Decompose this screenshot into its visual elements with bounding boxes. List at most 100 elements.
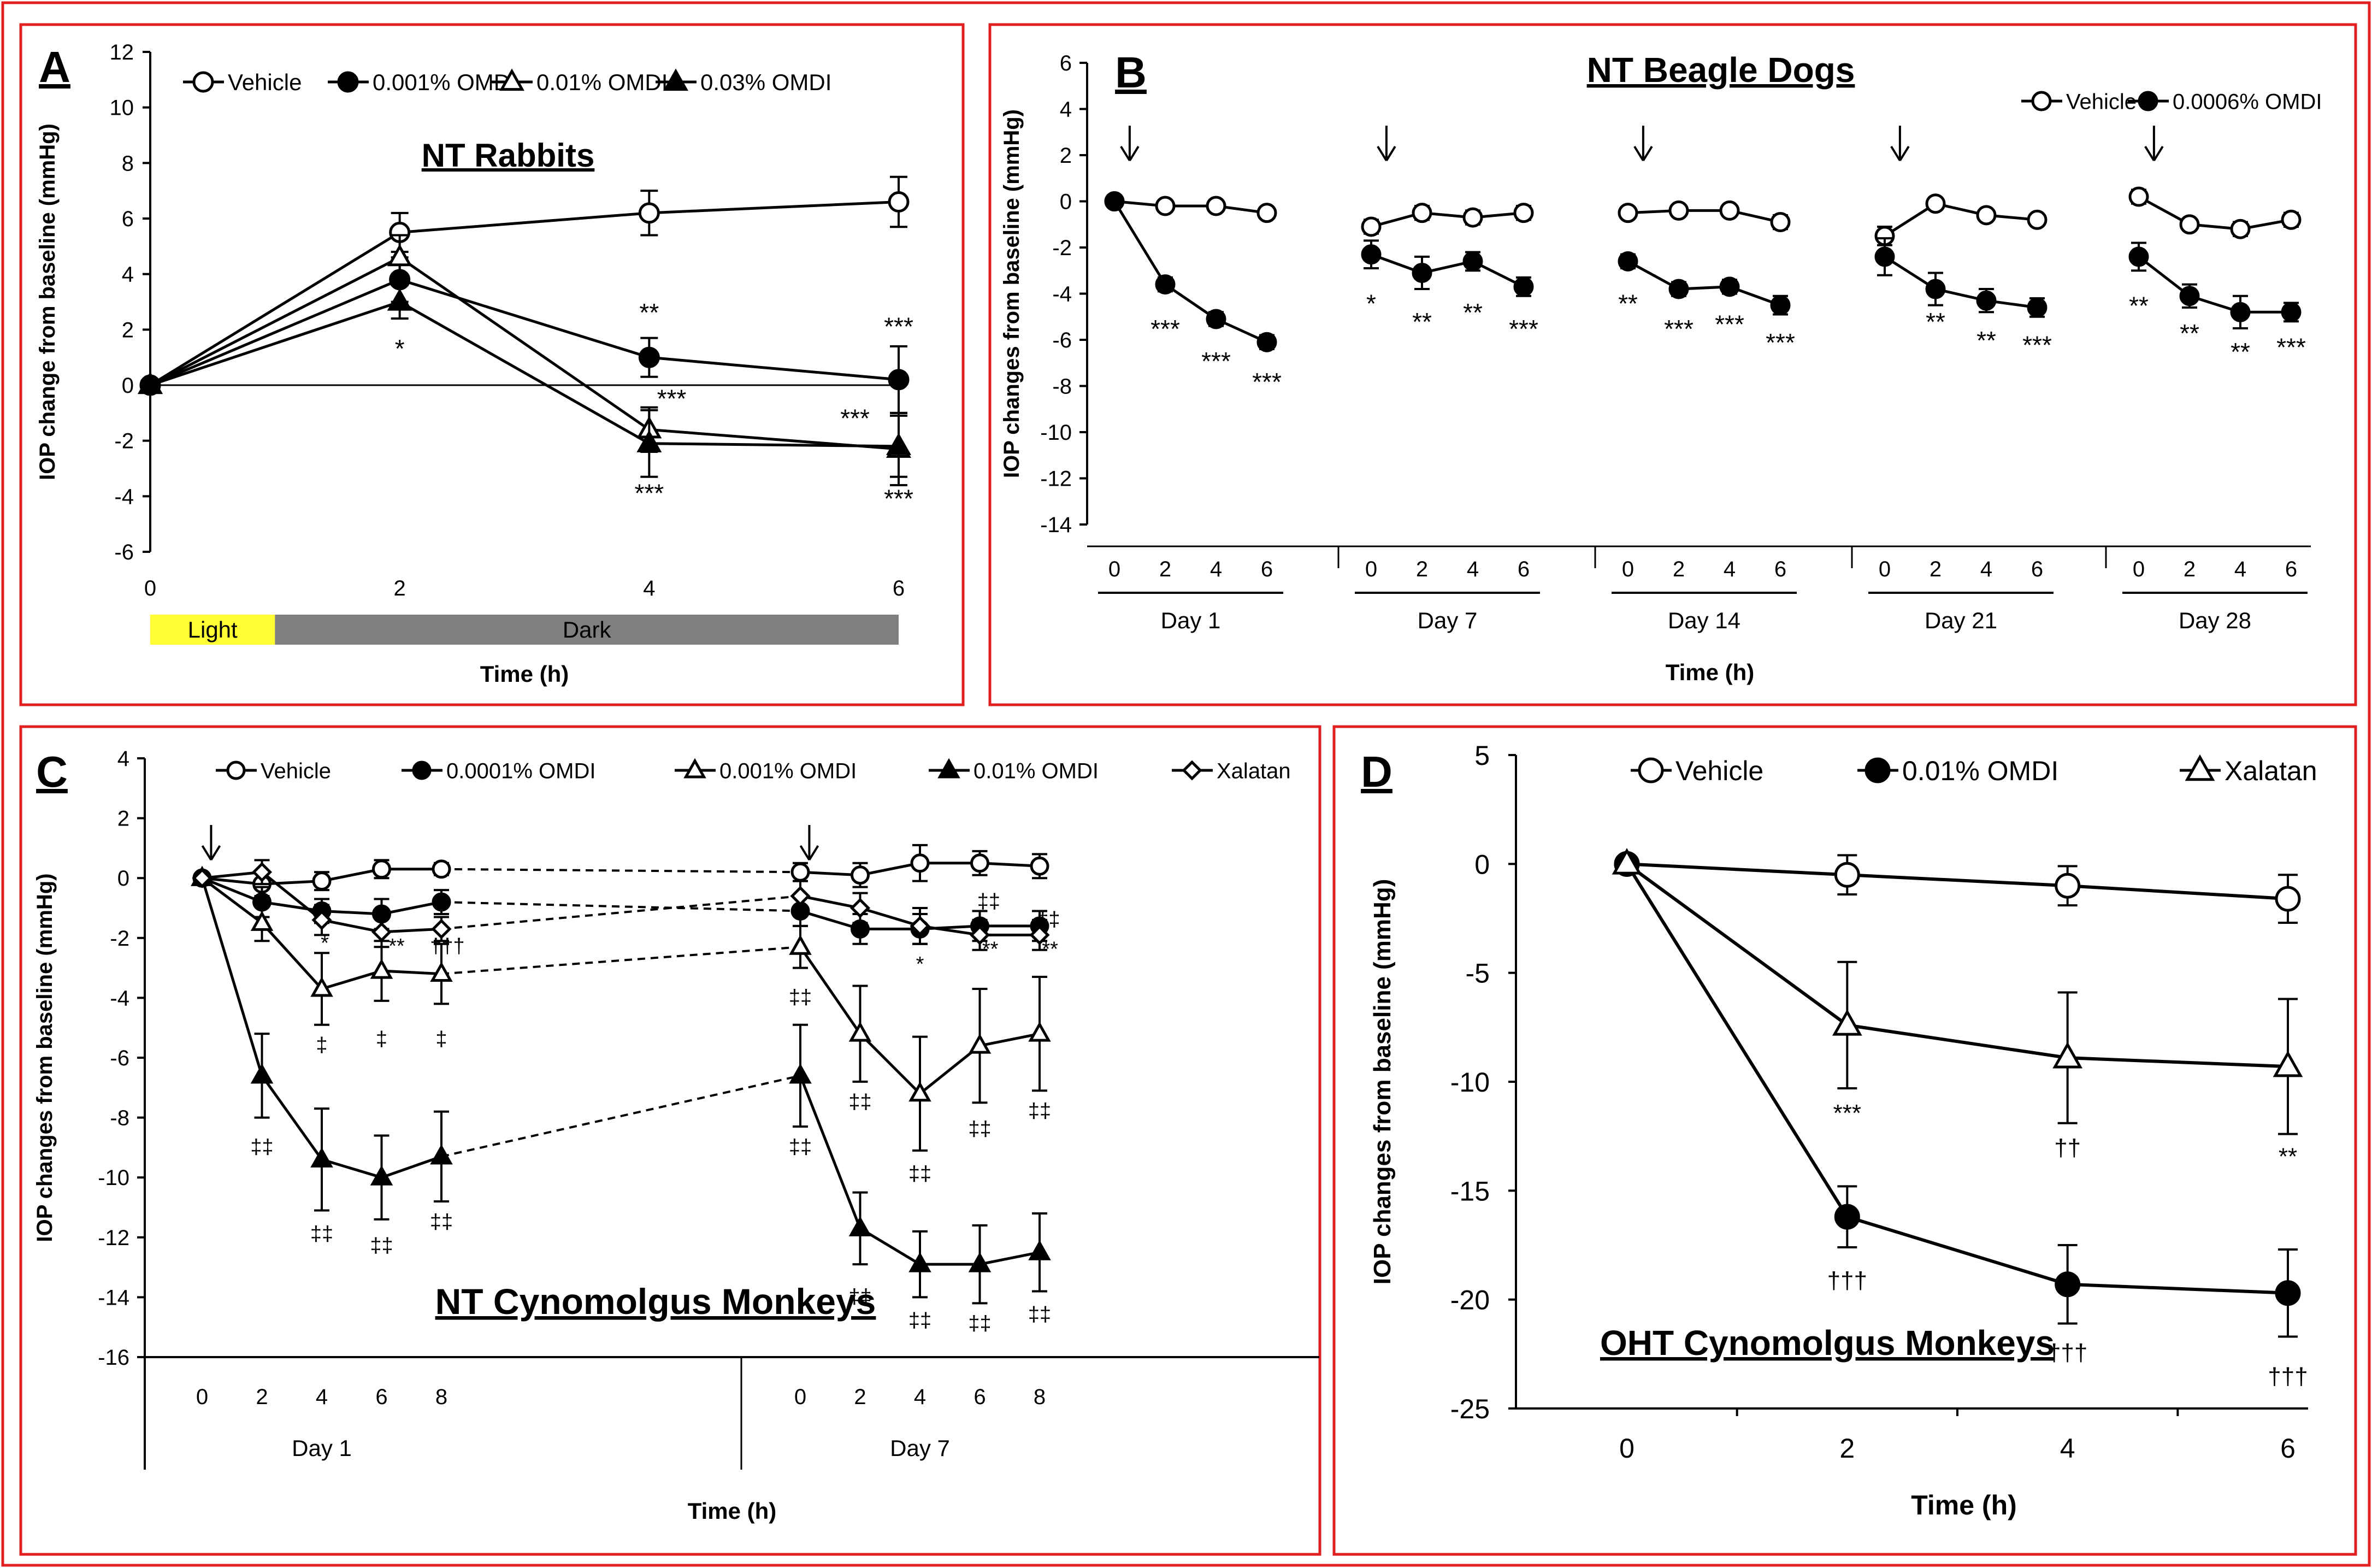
- significance-mark: †††: [1827, 1268, 1867, 1294]
- group-label: Day 7: [890, 1435, 950, 1461]
- data-point: [1832, 1009, 1862, 1036]
- significance-mark: ***: [1833, 1100, 1861, 1127]
- chart-title: NT Beagle Dogs: [1587, 50, 1855, 90]
- y-axis-label: IOP change from baseline (mmHg): [36, 123, 60, 480]
- legend-item: Vehicle: [1631, 756, 1763, 786]
- data-point: [1976, 205, 1997, 226]
- y-tick-label: -4: [110, 986, 129, 1010]
- x-tick-label: 4: [2234, 557, 2246, 581]
- x-tick-label: 2: [1673, 557, 1685, 581]
- x-tick-label: 2: [854, 1385, 866, 1409]
- y-tick-label: -25: [1450, 1394, 1490, 1424]
- legend-item: Vehicle: [2021, 90, 2137, 114]
- series-2: [191, 865, 1051, 1152]
- light-bar-label: Light: [188, 617, 238, 642]
- data-point: [1976, 290, 1997, 311]
- x-tick-label: 6: [1261, 557, 1273, 581]
- x-tick-label: 4: [914, 1385, 926, 1409]
- legend-marker-triangle-open: [499, 68, 524, 91]
- significance-mark: ‡‡: [908, 1163, 931, 1186]
- significance-mark: ***: [1252, 368, 1282, 396]
- series-1: [139, 256, 910, 414]
- y-tick-label: -10: [98, 1166, 129, 1190]
- significance-mark: ***: [1766, 328, 1795, 357]
- dosing-arrow-head: [1377, 145, 1388, 162]
- data-point: [1668, 200, 1689, 221]
- dosing-arrow-head: [808, 845, 819, 861]
- data-point: [848, 1021, 872, 1042]
- y-tick-label: 4: [1060, 98, 1072, 122]
- data-point: [790, 886, 811, 906]
- dosing-arrow-head: [1120, 145, 1131, 162]
- chart-title: NT Rabbits: [422, 137, 595, 174]
- legend-marker-diamond-open: [1182, 760, 1202, 781]
- dosing-arrow-head: [2153, 145, 2164, 162]
- significance-mark: **: [1412, 308, 1432, 336]
- data-point: [1668, 279, 1689, 299]
- data-point: [372, 859, 391, 879]
- data-point: [1719, 276, 1740, 297]
- data-point: [1028, 1021, 1051, 1042]
- x-tick-label: 4: [643, 576, 655, 600]
- significance-mark: ***: [1201, 347, 1231, 375]
- legend-item: 0.001% OMDI: [675, 758, 857, 783]
- panel-d: D -25 -20 -15 -10 -5 0 5 0 2 4 6 Time (h) IOP changes…: [1361, 740, 2317, 1520]
- chart-title: OHT Cynomolgus Monkeys: [1600, 1323, 2055, 1363]
- y-tick-label: -6: [114, 540, 134, 564]
- legend-marker-triangle-open: [683, 758, 706, 779]
- significance-mark: **: [388, 935, 405, 958]
- data-point: [1513, 203, 1534, 223]
- data-point: [430, 962, 453, 982]
- series-line: [1113, 201, 1268, 344]
- x-tick-label: 4: [1724, 557, 1736, 581]
- data-point: [1925, 193, 1946, 214]
- x-tick-label: 0: [1365, 557, 1377, 581]
- legend-item: Xalatan: [1172, 759, 1291, 783]
- y-tick-label: -4: [1052, 282, 1072, 306]
- y-tick-label: -15: [1450, 1176, 1490, 1206]
- series-connector: [441, 868, 801, 874]
- data-point: [851, 865, 870, 885]
- x-tick-label: 6: [2285, 557, 2297, 581]
- data-point: [2179, 214, 2200, 235]
- panel-a: A -6 -4 -2 0 2 4 6 8 10 12 0 2 4 6 Light Dark Time (h) IOP…: [36, 40, 913, 687]
- significance-mark: **: [2180, 319, 2199, 347]
- y-tick-label: 2: [122, 318, 134, 342]
- significance-mark: ‡‡: [310, 1222, 333, 1245]
- legend-item: 0.0006% OMDI: [2128, 90, 2322, 114]
- data-point: [789, 934, 812, 955]
- data-point: [2055, 1271, 2081, 1298]
- data-point: [312, 871, 332, 891]
- x-tick-label: 2: [1159, 557, 1171, 581]
- series-line: [1627, 209, 1781, 223]
- dark-bar: [275, 615, 899, 645]
- group-label: Day 28: [2179, 608, 2251, 633]
- x-tick-label: 2: [1930, 557, 1942, 581]
- significance-mark: *: [916, 953, 924, 976]
- x-tick-label: 4: [2060, 1433, 2075, 1464]
- legend-item: 0.01% OMDI: [492, 68, 668, 95]
- panel-letter: A: [39, 43, 70, 91]
- data-point: [1462, 207, 1483, 228]
- significance-mark: **: [1463, 298, 1483, 327]
- data-point: [1256, 203, 1277, 223]
- legend-label: 0.03% OMDI: [700, 69, 831, 95]
- data-point: [910, 916, 930, 936]
- data-point: [251, 862, 273, 882]
- y-tick-label: -6: [110, 1046, 129, 1070]
- significance-mark: **: [1926, 308, 1945, 336]
- y-tick-label: -2: [110, 927, 129, 951]
- data-point: [848, 1216, 872, 1236]
- data-point: [1834, 862, 1860, 888]
- legend-label: Vehicle: [1675, 756, 1763, 786]
- legend-label: 0.01% OMDI: [1902, 756, 2058, 786]
- y-tick-label: -20: [1450, 1285, 1490, 1316]
- series-connector: [441, 1074, 801, 1158]
- significance-mark: †††: [2268, 1363, 2308, 1390]
- significance-mark: ***: [2022, 331, 2052, 359]
- data-point: [1361, 244, 1382, 265]
- x-tick-label: 0: [794, 1385, 806, 1409]
- series-2: [138, 234, 911, 486]
- group-label: Day 14: [1668, 608, 1740, 633]
- legend-label: 0.001% OMDI: [719, 759, 857, 783]
